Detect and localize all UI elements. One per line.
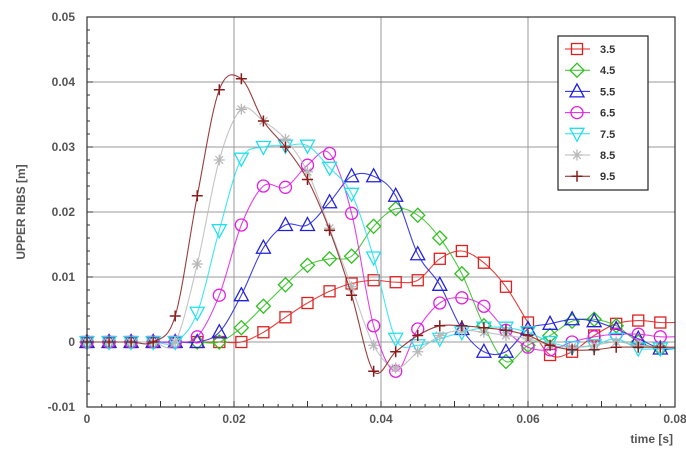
y-tick-label: 0.03	[52, 140, 76, 154]
data-point	[324, 225, 335, 236]
y-tick-label: 0.01	[52, 270, 76, 284]
data-point	[367, 169, 381, 182]
data-point	[192, 259, 203, 270]
legend-label: 4.5	[600, 65, 615, 77]
legend-label: 3.5	[600, 44, 615, 56]
data-point	[192, 190, 203, 201]
data-point	[611, 342, 622, 353]
legend: 3.5 4.5 5.5 6.5 7.5 8.5 9.5	[558, 36, 648, 190]
data-point	[170, 311, 181, 322]
y-tick-label: 0.04	[52, 75, 76, 89]
legend-label: 8.5	[600, 150, 615, 162]
data-point	[302, 174, 313, 185]
y-axis-label: UPPER RIBS [m]	[14, 164, 28, 259]
legend-label: 9.5	[600, 171, 615, 183]
data-point	[301, 218, 315, 231]
data-point	[214, 84, 225, 95]
legend-label: 5.5	[600, 86, 615, 98]
legend-label: 6.5	[600, 108, 615, 120]
data-point	[323, 162, 337, 175]
x-tick-label: 0	[84, 412, 91, 426]
y-tick-label: 0.05	[52, 10, 76, 24]
legend-label: 7.5	[600, 129, 615, 141]
data-point	[214, 155, 225, 166]
data-point	[256, 240, 270, 253]
x-axis-label: time [s]	[630, 432, 673, 446]
data-point	[412, 346, 423, 357]
data-point	[236, 104, 247, 115]
data-point	[368, 366, 379, 377]
x-tick-label: 0.06	[516, 412, 540, 426]
data-point	[390, 363, 401, 374]
y-tick-label: -0.01	[48, 400, 76, 414]
y-tick-label: 0.02	[52, 205, 76, 219]
x-tick-label: 0.08	[663, 412, 686, 426]
data-point	[434, 320, 445, 331]
x-tick-label: 0.04	[369, 412, 393, 426]
x-tick-label: 0.02	[222, 412, 246, 426]
data-point	[368, 340, 379, 351]
series-5.5	[80, 169, 675, 358]
legend-marker	[572, 150, 583, 161]
data-point	[477, 344, 491, 357]
y-tick-label: 0	[68, 335, 75, 349]
